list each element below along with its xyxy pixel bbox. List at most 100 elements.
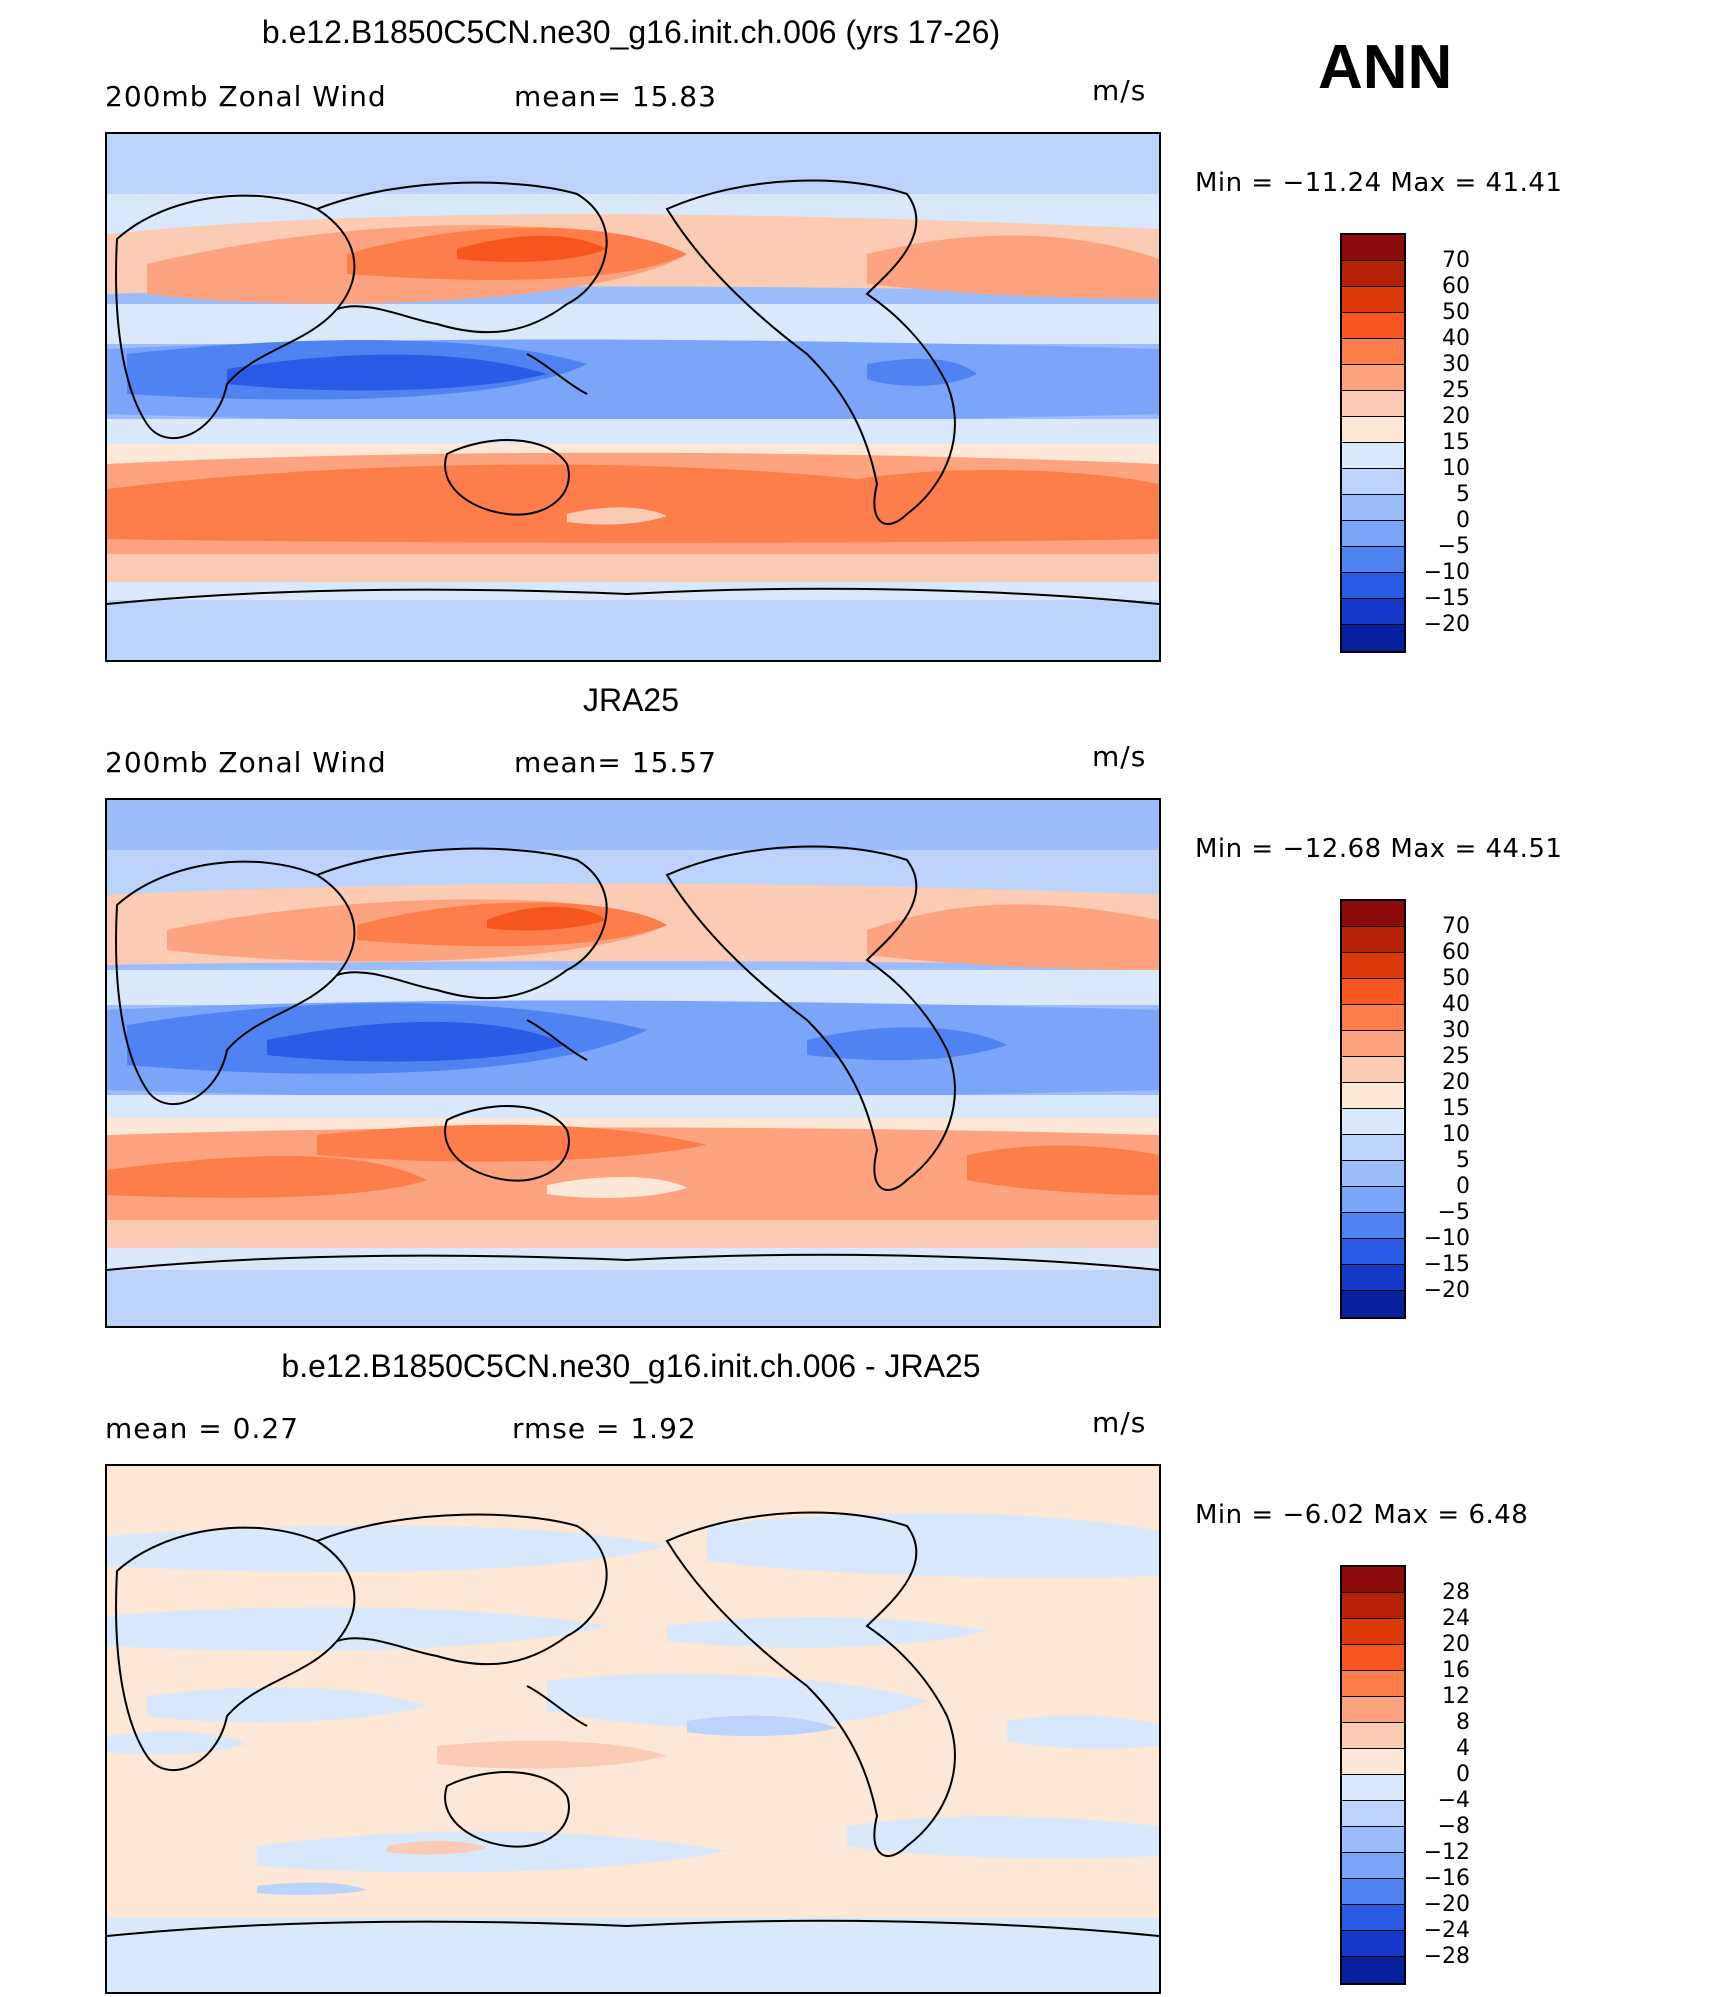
colorbar-tick-label: −20 <box>1423 612 1470 637</box>
colorbar-tick-label: 24 <box>1442 1606 1470 1631</box>
colorbar-swatch <box>1342 1853 1404 1879</box>
colorbar-swatch <box>1342 391 1404 417</box>
colorbar-tick-label: 4 <box>1456 1736 1470 1761</box>
colorbar-tick-label: 5 <box>1456 482 1470 507</box>
panel-1-map-plot <box>107 134 1159 660</box>
colorbar-swatch <box>1342 1801 1404 1827</box>
panel-3-rmse-label: rmse = 1.92 <box>512 1412 697 1445</box>
colorbar-swatch <box>1342 625 1404 651</box>
colorbar-tick-label: 25 <box>1442 1044 1470 1069</box>
panel-2-units: m/s <box>1092 740 1147 773</box>
panel-1-mean-label: mean= 15.83 <box>514 80 717 113</box>
colorbar-swatch <box>1342 1005 1404 1031</box>
colorbar-swatch <box>1342 339 1404 365</box>
colorbar-tick-label: 28 <box>1442 1580 1470 1605</box>
panel-1-colorbar <box>1340 233 1406 653</box>
colorbar-swatch <box>1342 469 1404 495</box>
panel-1-units: m/s <box>1092 74 1147 107</box>
colorbar-swatch <box>1342 1265 1404 1291</box>
colorbar-swatch <box>1342 443 1404 469</box>
colorbar-tick-label: 20 <box>1442 404 1470 429</box>
colorbar-swatch <box>1342 1213 1404 1239</box>
panel-1-title: b.e12.B1850C5CN.ne30_g16.init.ch.006 (yr… <box>261 14 1001 50</box>
colorbar-tick-label: 8 <box>1456 1710 1470 1735</box>
colorbar-swatch <box>1342 927 1404 953</box>
colorbar-swatch <box>1342 1879 1404 1905</box>
colorbar-tick-label: −15 <box>1423 586 1470 611</box>
panel-1-variable-label: 200mb Zonal Wind <box>105 80 387 113</box>
colorbar-tick-label: −28 <box>1423 1944 1470 1969</box>
colorbar-tick-label: −8 <box>1437 1814 1470 1839</box>
panel-2-title: JRA25 <box>582 682 680 718</box>
colorbar-tick-label: 70 <box>1442 248 1470 273</box>
colorbar-swatch <box>1342 953 1404 979</box>
colorbar-tick-label: 15 <box>1442 430 1470 455</box>
colorbar-swatch <box>1342 1083 1404 1109</box>
colorbar-tick-label: −16 <box>1423 1866 1470 1891</box>
colorbar-swatch <box>1342 495 1404 521</box>
panel-3-mean-label: mean = 0.27 <box>105 1412 300 1445</box>
panel-2-variable-label: 200mb Zonal Wind <box>105 746 387 779</box>
colorbar-swatch <box>1342 1567 1404 1593</box>
colorbar-swatch <box>1342 1723 1404 1749</box>
colorbar-swatch <box>1342 521 1404 547</box>
colorbar-swatch <box>1342 901 1404 927</box>
colorbar-tick-label: 10 <box>1442 456 1470 481</box>
colorbar-swatch <box>1342 1161 1404 1187</box>
colorbar-tick-label: −24 <box>1423 1918 1470 1943</box>
panel-2-map <box>105 798 1161 1328</box>
panel-3-units: m/s <box>1092 1406 1147 1439</box>
colorbar-swatch <box>1342 417 1404 443</box>
colorbar-swatch <box>1342 235 1404 261</box>
colorbar-tick-label: 16 <box>1442 1658 1470 1683</box>
colorbar-swatch <box>1342 1931 1404 1957</box>
colorbar-swatch <box>1342 1775 1404 1801</box>
colorbar-tick-label: 70 <box>1442 914 1470 939</box>
colorbar-swatch <box>1342 1645 1404 1671</box>
colorbar-tick-label: 12 <box>1442 1684 1470 1709</box>
panel-3-map <box>105 1464 1161 1994</box>
colorbar-tick-label: 20 <box>1442 1632 1470 1657</box>
colorbar-swatch <box>1342 599 1404 625</box>
panel-3-colorbar <box>1340 1565 1406 1985</box>
colorbar-tick-label: 25 <box>1442 378 1470 403</box>
colorbar-tick-label: 60 <box>1442 274 1470 299</box>
panel-3-minmax: Min = −6.02 Max = 6.48 <box>1195 1500 1529 1530</box>
colorbar-tick-label: −5 <box>1437 534 1470 559</box>
colorbar-swatch <box>1342 1135 1404 1161</box>
colorbar-swatch <box>1342 547 1404 573</box>
colorbar-swatch <box>1342 573 1404 599</box>
colorbar-tick-label: 0 <box>1456 1762 1470 1787</box>
colorbar-tick-label: 30 <box>1442 1018 1470 1043</box>
panel-1-map <box>105 132 1161 662</box>
colorbar-tick-label: 40 <box>1442 992 1470 1017</box>
colorbar-tick-label: 10 <box>1442 1122 1470 1147</box>
colorbar-tick-label: 15 <box>1442 1096 1470 1121</box>
colorbar-tick-label: −12 <box>1423 1840 1470 1865</box>
panel-2-mean-label: mean= 15.57 <box>514 746 717 779</box>
panel-2-map-plot <box>107 800 1159 1326</box>
colorbar-swatch <box>1342 1031 1404 1057</box>
panel-2-colorbar <box>1340 899 1406 1319</box>
colorbar-swatch <box>1342 287 1404 313</box>
colorbar-swatch <box>1342 313 1404 339</box>
colorbar-swatch <box>1342 1593 1404 1619</box>
colorbar-swatch <box>1342 1187 1404 1213</box>
colorbar-tick-label: −5 <box>1437 1200 1470 1225</box>
colorbar-tick-label: −20 <box>1423 1892 1470 1917</box>
colorbar-tick-label: 50 <box>1442 300 1470 325</box>
colorbar-swatch <box>1342 1109 1404 1135</box>
colorbar-swatch <box>1342 365 1404 391</box>
colorbar-swatch <box>1342 979 1404 1005</box>
colorbar-swatch <box>1342 261 1404 287</box>
colorbar-swatch <box>1342 1827 1404 1853</box>
panel-3-map-plot <box>107 1466 1159 1992</box>
colorbar-tick-label: −10 <box>1423 560 1470 585</box>
colorbar-swatch <box>1342 1291 1404 1317</box>
panel-2-minmax: Min = −12.68 Max = 44.51 <box>1195 834 1563 864</box>
colorbar-tick-label: 30 <box>1442 352 1470 377</box>
colorbar-tick-label: 50 <box>1442 966 1470 991</box>
colorbar-tick-label: −10 <box>1423 1226 1470 1251</box>
panel-1-minmax: Min = −11.24 Max = 41.41 <box>1195 168 1563 198</box>
colorbar-swatch <box>1342 1057 1404 1083</box>
